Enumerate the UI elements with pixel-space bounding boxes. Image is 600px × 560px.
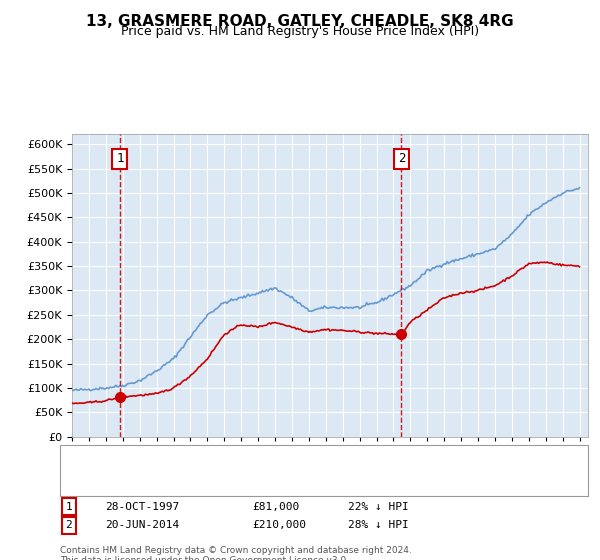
Text: Contains HM Land Registry data © Crown copyright and database right 2024.
This d: Contains HM Land Registry data © Crown c… (60, 546, 412, 560)
Text: 2: 2 (65, 520, 73, 530)
Text: 1: 1 (65, 502, 73, 512)
Text: 28% ↓ HPI: 28% ↓ HPI (348, 520, 409, 530)
Text: £210,000: £210,000 (252, 520, 306, 530)
Text: 1: 1 (116, 152, 124, 165)
Text: £81,000: £81,000 (252, 502, 299, 512)
Text: 22% ↓ HPI: 22% ↓ HPI (348, 502, 409, 512)
Text: 2: 2 (398, 152, 405, 165)
Text: 20-JUN-2014: 20-JUN-2014 (105, 520, 179, 530)
Text: ─────: ───── (78, 467, 120, 482)
Text: 13, GRASMERE ROAD, GATLEY, CHEADLE, SK8 4RG (detached house): 13, GRASMERE ROAD, GATLEY, CHEADLE, SK8 … (114, 450, 489, 460)
Text: HPI: Average price, detached house, Stockport: HPI: Average price, detached house, Stoc… (114, 469, 395, 479)
Text: 28-OCT-1997: 28-OCT-1997 (105, 502, 179, 512)
Text: ─────: ───── (78, 448, 120, 463)
Text: 13, GRASMERE ROAD, GATLEY, CHEADLE, SK8 4RG: 13, GRASMERE ROAD, GATLEY, CHEADLE, SK8 … (86, 14, 514, 29)
Text: Price paid vs. HM Land Registry's House Price Index (HPI): Price paid vs. HM Land Registry's House … (121, 25, 479, 38)
